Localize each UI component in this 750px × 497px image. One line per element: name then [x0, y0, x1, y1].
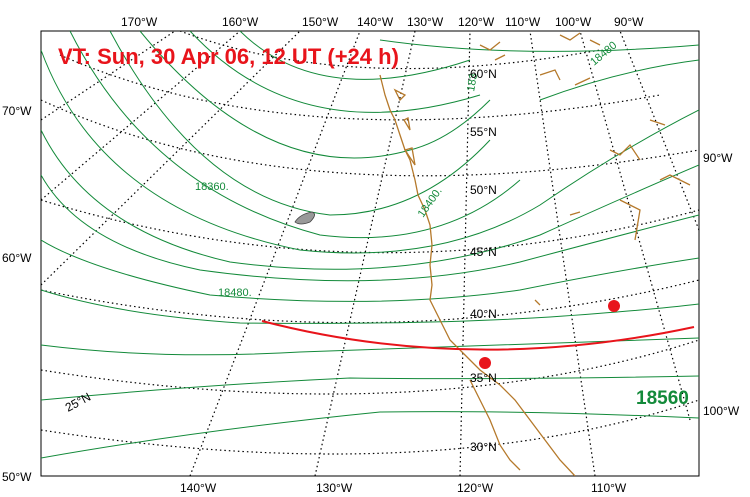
- lat-circle-50: [41, 99, 699, 177]
- lon-label-130w-bottom: 130°W: [316, 481, 353, 495]
- map-content: [41, 31, 699, 476]
- lon-label-70w: 70°W: [2, 104, 32, 118]
- lon-label-90w-right: 90°W: [703, 151, 733, 165]
- lat-circle-35: [41, 339, 699, 395]
- contour-4: [109, 31, 491, 216]
- coast-lakes-5: [619, 174, 691, 241]
- contour-5: [69, 31, 521, 239]
- lat-label-45n: 45°N: [470, 245, 497, 259]
- contour-8: [41, 174, 699, 282]
- coast-islands-2: [403, 117, 411, 131]
- contour-label-18360: 18360.: [195, 181, 229, 193]
- max-contour-value: 18560: [636, 388, 689, 409]
- lon-label-120w-bottom: 120°W: [457, 481, 494, 495]
- terrain-patch: [294, 211, 315, 225]
- meridian-140: [189, 31, 361, 476]
- contour-label-18480-a: 18480.: [218, 287, 252, 299]
- lon-label-90w-top: 90°W: [614, 15, 644, 29]
- lat-circle-60: [179, 31, 601, 70]
- contour-7: [41, 129, 699, 270]
- coast-west-na: [379, 74, 576, 476]
- meridian-160: [41, 31, 241, 201]
- lon-label-110w-top: 110°W: [505, 15, 541, 29]
- coastline: [379, 32, 691, 476]
- contour-12: [41, 375, 699, 401]
- contour-9: [41, 239, 699, 302]
- lon-label-100w-right: 100°W: [703, 404, 740, 418]
- lat-label-60n: 60°N: [470, 67, 497, 81]
- lon-label-160w: 160°W: [222, 15, 259, 29]
- coast-lakes-4: [609, 119, 666, 161]
- lon-label-60w: 60°W: [2, 251, 32, 265]
- lon-label-50w: 50°W: [2, 470, 32, 484]
- source-point-marker: [479, 357, 491, 369]
- contour-13: [41, 411, 699, 459]
- map-title: VT: Sun, 30 Apr 06, 12 UT (+24 h): [58, 44, 399, 69]
- lon-label-150w: 150°W: [302, 15, 339, 29]
- contour-14: [379, 39, 699, 52]
- lat-label-30n: 30°N: [470, 440, 497, 454]
- coast-lakes-3: [559, 32, 601, 46]
- coast-lakes-6: [534, 211, 581, 306]
- lat-circle-30: [41, 399, 699, 455]
- contour-6: [41, 49, 699, 254]
- lon-label-140w-bottom: 140°W: [180, 481, 217, 495]
- lon-label-170w: 170°W: [121, 15, 158, 29]
- contour-label-183: 183: [465, 72, 480, 92]
- lat-label-50n: 50°N: [470, 183, 497, 197]
- lat-label-40n: 40°N: [470, 307, 497, 321]
- meridian-110: [529, 31, 596, 476]
- contour-3: [139, 31, 491, 159]
- contour-1: [239, 31, 471, 80]
- coast-islands-3: [403, 147, 416, 166]
- coast-islands-1: [393, 88, 407, 102]
- contour-11: [41, 337, 699, 356]
- lon-label-110w-bottom: 110°W: [591, 481, 627, 495]
- coast-lakes-2: [539, 69, 591, 86]
- lon-label-140w-top: 140°W: [357, 15, 394, 29]
- contour-10: [41, 289, 699, 324]
- lat-label-35n: 35°N: [470, 371, 497, 385]
- dest-point-marker: [608, 300, 620, 312]
- contour-15: [539, 59, 699, 101]
- lon-label-120w-top: 120°W: [458, 15, 495, 29]
- longitude-grid: [41, 31, 699, 476]
- contour-2: [189, 31, 481, 113]
- lat-label-55n: 55°N: [470, 125, 497, 139]
- lon-label-130w-top: 130°W: [407, 15, 444, 29]
- coast-baja: [469, 379, 521, 471]
- lon-label-100w-top: 100°W: [555, 15, 592, 29]
- coast-lakes-1: [479, 41, 506, 61]
- meridian-150: [41, 31, 301, 286]
- trajectory-line: [261, 320, 695, 351]
- contours: [41, 31, 699, 459]
- plot-frame: [40, 30, 700, 477]
